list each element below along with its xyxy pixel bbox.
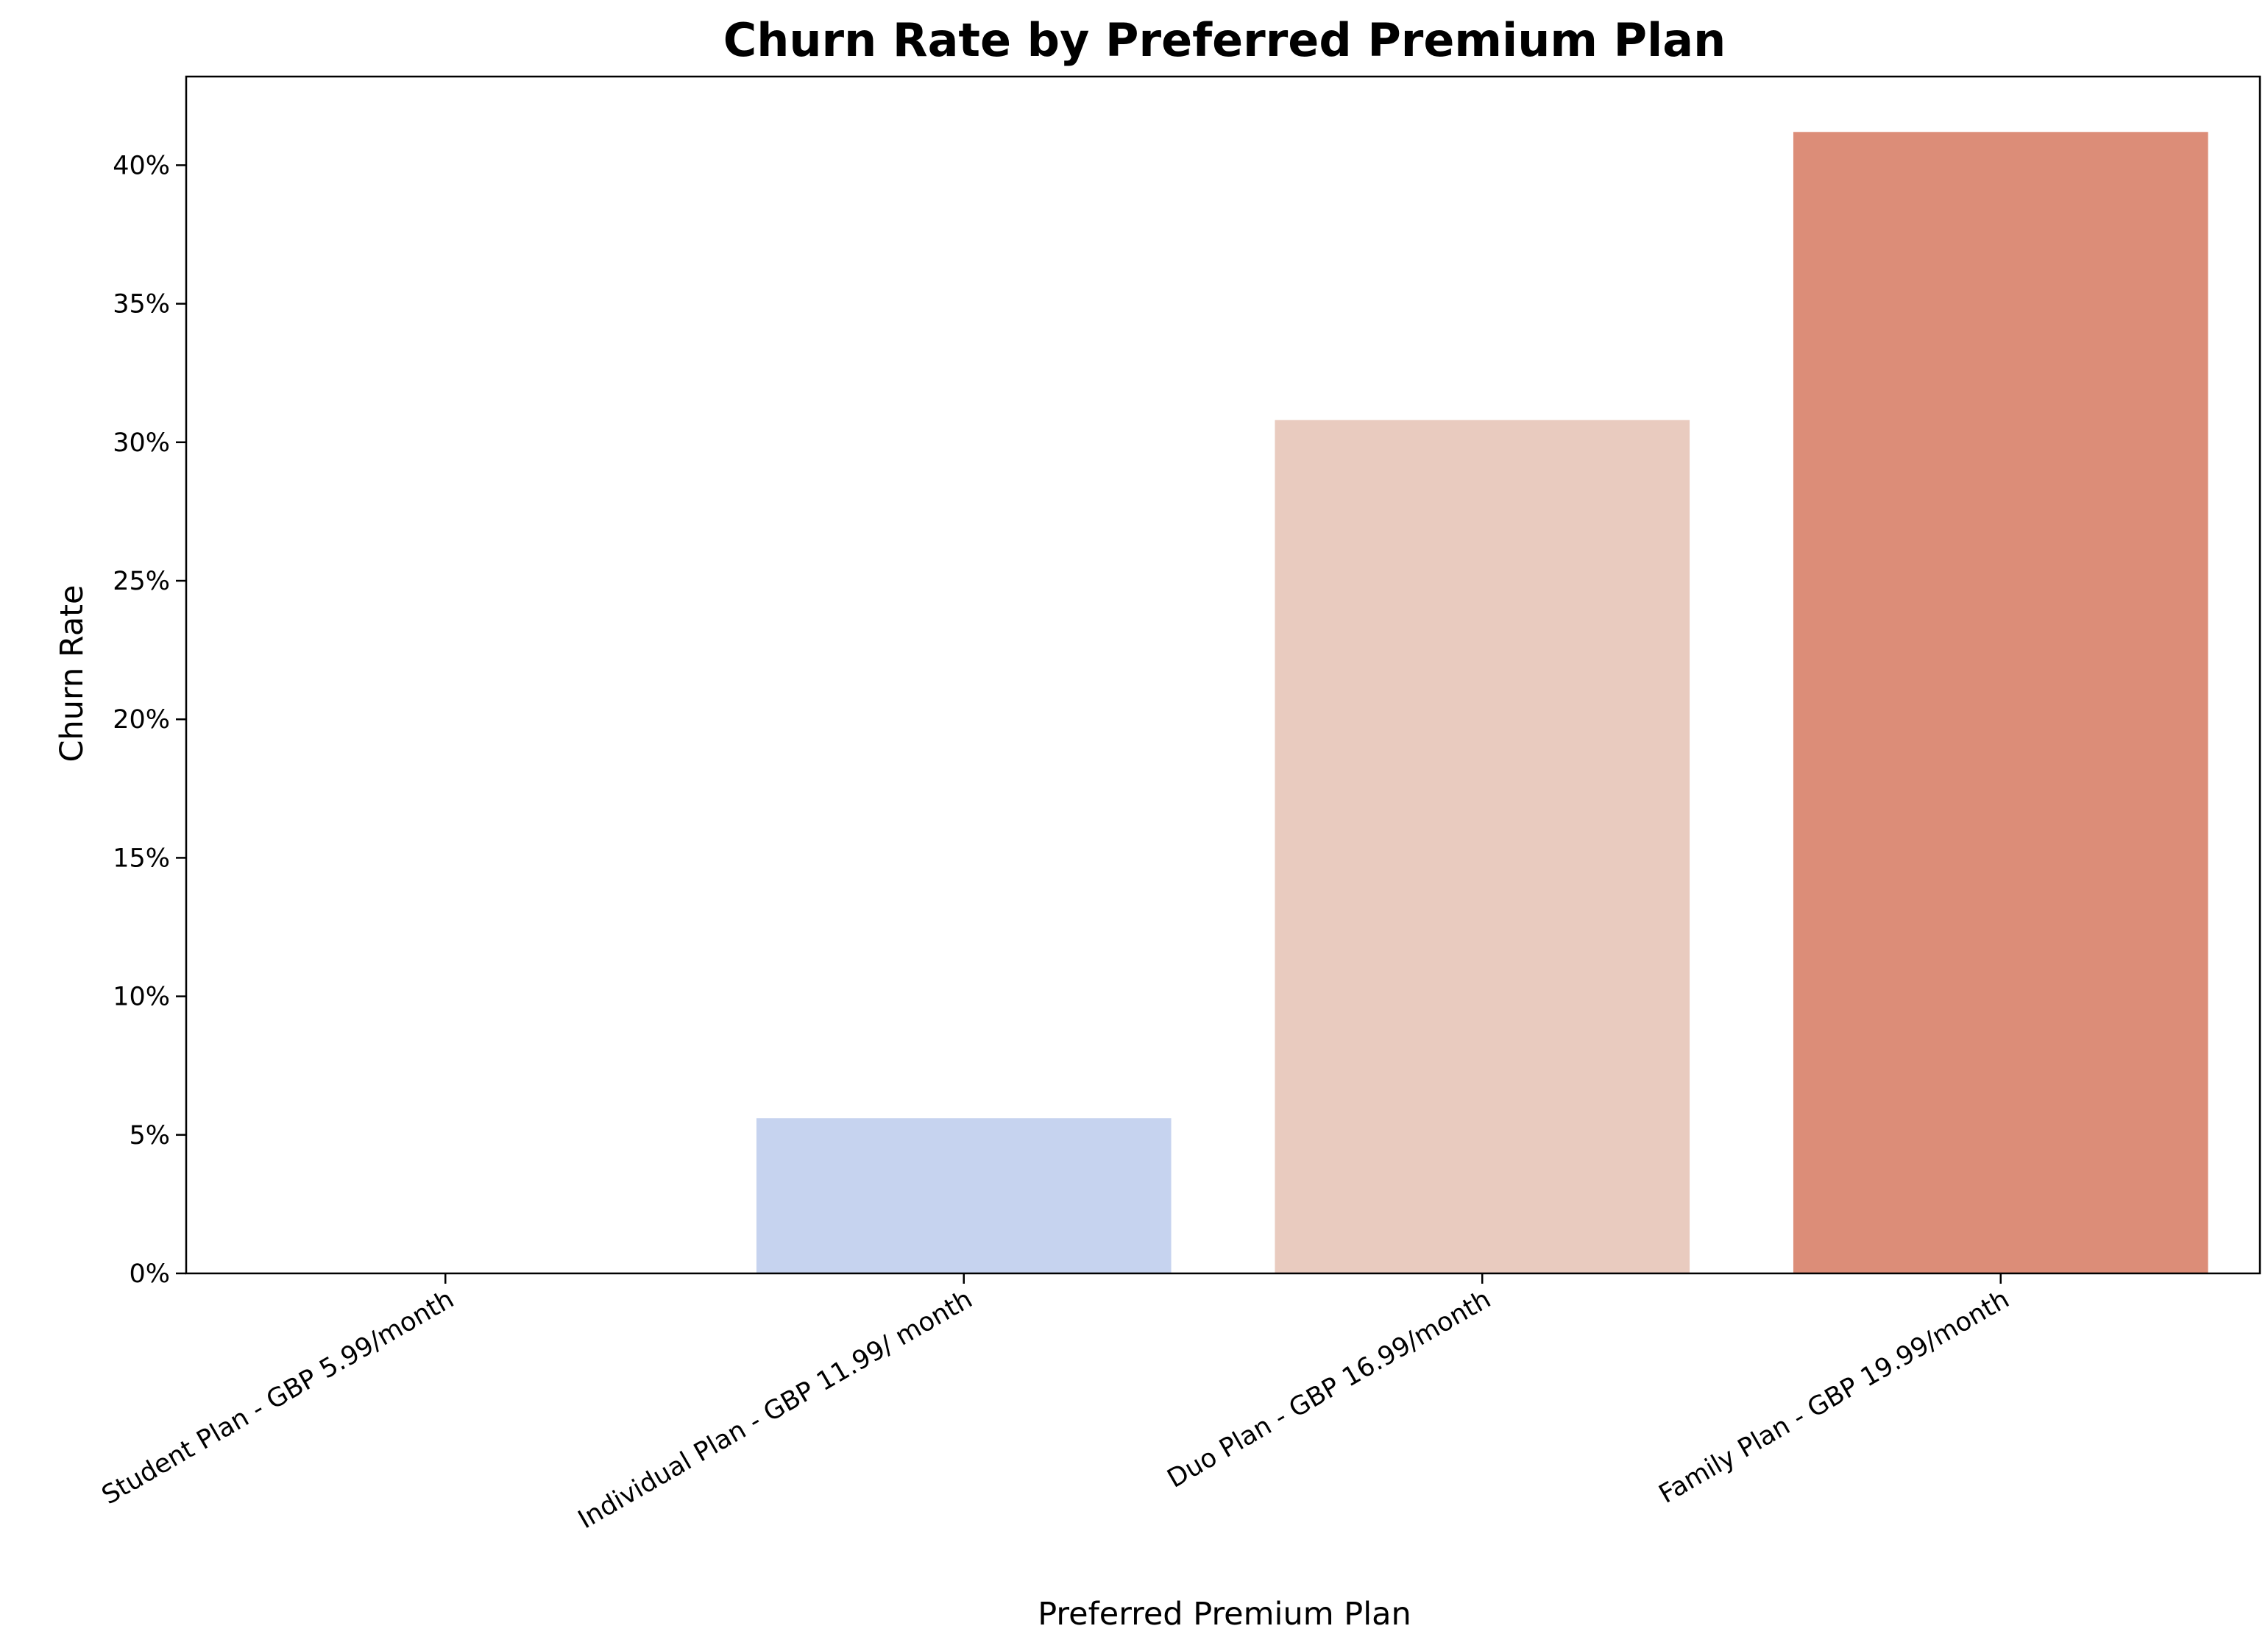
chart-title: Churn Rate by Preferred Premium Plan	[723, 13, 1726, 67]
y-tick-label: 10%	[113, 983, 170, 1012]
y-tick-label: 0%	[129, 1259, 170, 1289]
y-tick-label: 15%	[113, 844, 170, 873]
y-axis-label: Churn Rate	[54, 585, 91, 763]
y-axis-ticks: 0% 5% 10% 15% 20% 25% 30% 35% 40%	[113, 151, 186, 1289]
bar-2	[756, 1118, 1172, 1273]
y-tick-label: 30%	[113, 428, 170, 458]
bar-4	[1793, 132, 2208, 1273]
bar-group	[756, 132, 2208, 1274]
plot-frame	[185, 75, 2261, 1275]
y-tick-label: 25%	[113, 567, 170, 596]
x-axis-label: Preferred Premium Plan	[1038, 1596, 1411, 1633]
y-tick-label: 5%	[129, 1121, 170, 1150]
bar-3	[1275, 420, 1690, 1274]
y-tick-label: 20%	[113, 705, 170, 735]
y-tick-label: 40%	[113, 151, 170, 180]
y-tick-label: 35%	[113, 290, 170, 319]
